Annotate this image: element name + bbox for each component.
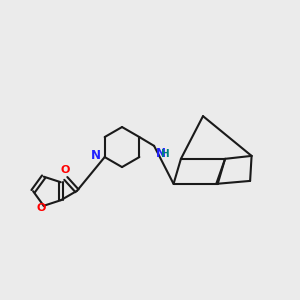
- Text: H: H: [161, 149, 170, 159]
- Text: O: O: [61, 166, 70, 176]
- Text: O: O: [37, 203, 46, 213]
- Text: N: N: [156, 147, 166, 160]
- Text: N: N: [91, 149, 101, 162]
